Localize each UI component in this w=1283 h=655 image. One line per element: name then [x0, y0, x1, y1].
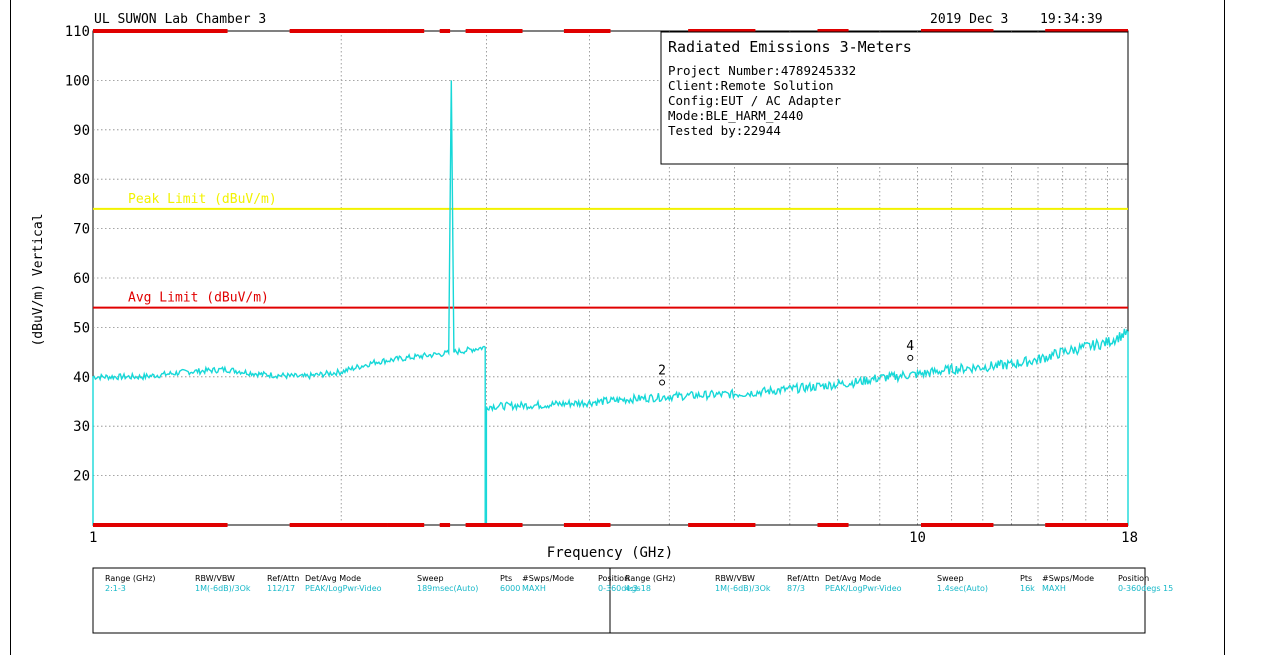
info-box	[660, 31, 1129, 165]
range-bar-segment	[93, 29, 228, 33]
settings-value: 0-360degs 15	[1118, 584, 1173, 593]
y-tick-label: 90	[73, 123, 90, 139]
range-bars	[93, 29, 1128, 527]
page-frame-left	[10, 0, 11, 655]
settings-header: Pts	[500, 574, 512, 583]
settings-cells: Range (GHz)2:1-3RBW/VBW1M(-6dB)/3OkRef/A…	[105, 574, 1173, 593]
range-bar-segment	[921, 29, 994, 33]
marker-label: 2	[658, 364, 666, 379]
y-tick-label: 30	[73, 419, 90, 435]
grid	[93, 31, 1128, 525]
x-tick-label: 1	[89, 530, 97, 546]
settings-header: Pts	[1020, 574, 1032, 583]
range-bar-segment	[93, 523, 228, 527]
y-tick-label: 50	[73, 320, 90, 336]
y-tick-labels: 20 30 40 50 60 70 80 90 100 110	[65, 24, 90, 485]
x-tick-label: 18	[1121, 530, 1138, 546]
settings-value: 1M(-6dB)/3Ok	[715, 584, 771, 593]
info-line: Tested by:22944	[668, 123, 781, 138]
trace-line	[485, 328, 1129, 525]
settings-header: Range (GHz)	[105, 574, 156, 583]
settings-value: 1.4sec(Auto)	[937, 584, 988, 593]
settings-header: Ref/Attn	[267, 574, 299, 583]
settings-value: 87/3	[787, 584, 805, 593]
marker-label: 4	[906, 339, 914, 354]
range-bar-segment	[289, 523, 388, 527]
settings-value: 112/17	[267, 584, 295, 593]
y-tick-label: 70	[73, 222, 90, 238]
info-title: Radiated Emissions 3-Meters	[668, 38, 912, 56]
y-tick-label: 60	[73, 271, 90, 287]
info-line: Client:Remote Solution	[668, 78, 834, 93]
limit-label: Peak Limit (dBuV/m)	[128, 192, 277, 207]
settings-header: RBW/VBW	[715, 574, 755, 583]
info-line: Project Number:4789245332	[668, 63, 856, 78]
settings-header: #Swps/Mode	[1042, 574, 1094, 583]
test-time: 19:34:39	[1040, 12, 1103, 27]
settings-header: #Swps/Mode	[522, 574, 574, 583]
settings-value: 2:1-3	[105, 584, 126, 593]
marker-point	[659, 379, 666, 386]
y-tick-label: 110	[65, 24, 90, 40]
settings-value: 16k	[1020, 584, 1035, 593]
settings-header: Sweep	[417, 574, 444, 583]
range-bar-segment	[439, 523, 451, 527]
range-bar-segment	[688, 523, 756, 527]
y-axis-label: (dBuV/m) Vertical	[31, 213, 46, 346]
settings-header: RBW/VBW	[195, 574, 235, 583]
settings-header: Range (GHz)	[625, 574, 676, 583]
settings-value: MAXH	[1042, 584, 1066, 593]
range-bar-segment	[1045, 29, 1128, 33]
page-frame-right	[1224, 0, 1225, 655]
settings-header: Position	[1118, 574, 1149, 583]
x-axis-label: Frequency (GHz)	[547, 545, 673, 561]
settings-table	[92, 567, 1146, 634]
settings-value: 189msec(Auto)	[417, 584, 478, 593]
trace	[92, 80, 1129, 525]
range-bar-segment	[387, 523, 425, 527]
settings-value: 0-360degs	[598, 584, 641, 593]
settings-header: Sweep	[937, 574, 964, 583]
settings-value: 4:3-18	[625, 584, 651, 593]
x-tick-label: 10	[909, 530, 926, 546]
info-line: Mode:BLE_HARM_2440	[668, 108, 803, 123]
settings-value: 1M(-6dB)/3Ok	[195, 584, 251, 593]
settings-header: Ref/Attn	[787, 574, 819, 583]
test-date: 2019 Dec 3	[930, 12, 1008, 27]
x-tick-labels: 1 10 18	[89, 530, 1138, 546]
range-bar-segment	[1045, 523, 1128, 527]
range-bar-segment	[465, 523, 523, 527]
limit-lines: Peak Limit (dBuV/m) Avg Limit (dBuV/m)	[93, 192, 1128, 309]
settings-header: Position	[598, 574, 629, 583]
range-bar-segment	[465, 29, 523, 33]
marker-point	[907, 354, 914, 361]
settings-value: PEAK/LogPwr-Video	[305, 584, 382, 593]
trace-line	[92, 80, 486, 525]
y-tick-label: 40	[73, 370, 90, 386]
range-bar-segment	[688, 29, 756, 33]
settings-value: 6000	[500, 584, 520, 593]
range-bar-segment	[921, 523, 994, 527]
settings-header: Det/Avg Mode	[825, 574, 881, 583]
range-bar-segment	[563, 523, 611, 527]
markers: 24	[658, 339, 914, 386]
settings-value: MAXH	[522, 584, 546, 593]
range-bar-segment	[289, 29, 388, 33]
range-bar-segment	[439, 29, 451, 33]
y-tick-label: 20	[73, 469, 90, 485]
range-bar-segment	[817, 29, 849, 33]
range-bar-segment	[387, 29, 425, 33]
y-tick-label: 80	[73, 172, 90, 188]
y-tick-label: 100	[65, 73, 90, 89]
info-line: Config:EUT / AC Adapter	[668, 93, 842, 108]
info-lines: Project Number:4789245332 Client:Remote …	[668, 63, 856, 138]
range-bar-segment	[817, 523, 849, 527]
settings-header: Det/Avg Mode	[305, 574, 361, 583]
lab-name: UL SUWON Lab Chamber 3	[94, 12, 266, 27]
range-bar-segment	[563, 29, 611, 33]
limit-label: Avg Limit (dBuV/m)	[128, 291, 269, 306]
settings-value: PEAK/LogPwr-Video	[825, 584, 902, 593]
